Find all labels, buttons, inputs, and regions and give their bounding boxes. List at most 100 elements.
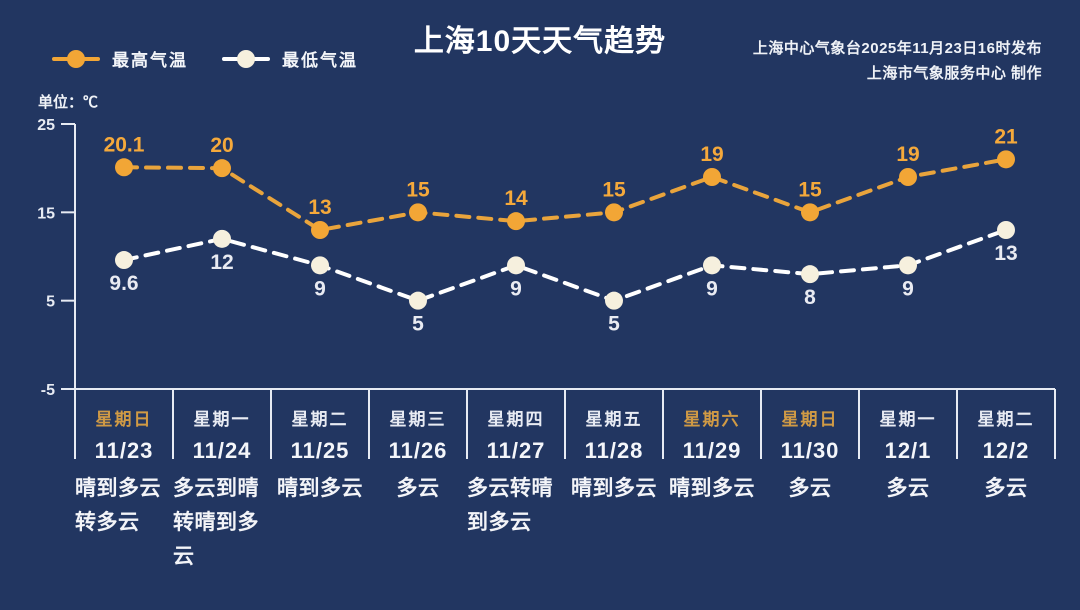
source-line-1: 上海中心气象台2025年11月23日16时发布 (752, 40, 1042, 57)
high-temp-point (801, 203, 819, 222)
low-temp-dot-icon (237, 49, 255, 68)
condition-wrap: 晴到多云转多云 (75, 472, 173, 540)
condition-label: 晴到多云 (277, 477, 363, 500)
high-temp-point (115, 158, 133, 177)
low-temp-point (311, 256, 329, 275)
low-temp-value-label: 12 (210, 251, 233, 274)
high-temp-value-label: 21 (994, 125, 1018, 148)
y-axis-tick-label: 25 (37, 117, 55, 134)
date-label: 11/28 (584, 438, 644, 463)
date-label: 11/24 (192, 438, 252, 463)
low-temp-point (605, 291, 623, 310)
low-temp-line (122, 228, 1008, 303)
chart-legend: 最高气温 最低气温 (52, 46, 358, 71)
condition-wrap: 多云 (859, 472, 957, 506)
weekday-label: 星期日 (95, 410, 153, 429)
condition-label: 多云 (396, 477, 440, 500)
low-temp-value-label: 5 (608, 313, 620, 336)
day-column: 星期一 11/24 多云到晴转晴到多云 (173, 389, 271, 574)
condition-label: 多云转晴到多云 (467, 477, 553, 534)
weekday-label: 星期一 (193, 410, 251, 429)
high-temp-value-label: 15 (406, 178, 430, 201)
date-label: 11/29 (682, 438, 742, 463)
high-temp-legend-marker (52, 49, 100, 69)
condition-label: 多云到晴转晴到多云 (173, 477, 259, 568)
low-temp-value-label: 9 (510, 277, 522, 300)
low-temp-point (899, 256, 917, 275)
weekday-label: 星期三 (389, 410, 447, 429)
low-temp-legend-label: 最低气温 (282, 51, 358, 70)
condition-label: 多云 (984, 477, 1028, 500)
y-axis-tick-label: 15 (37, 205, 55, 222)
high-temp-value-label: 20.1 (104, 133, 145, 156)
day-column: 星期日 11/30 多云 (761, 389, 859, 574)
weekday-label: 星期四 (487, 410, 545, 429)
day-column: 星期四 11/27 多云转晴到多云 (467, 389, 565, 574)
page-title: 上海10天天气趋势 (413, 25, 667, 58)
date-label: 11/26 (388, 438, 448, 463)
low-temp-value-label: 13 (994, 242, 1017, 265)
day-column: 星期三 11/26 多云 (369, 389, 467, 574)
high-temp-point (311, 221, 329, 239)
low-temp-point (213, 229, 231, 248)
date-label: 11/30 (780, 438, 840, 463)
day-column: 星期二 12/2 多云 (957, 389, 1055, 574)
high-temp-value-label: 20 (210, 134, 233, 157)
low-temp-value-label: 9 (314, 277, 326, 300)
date-label: 12/1 (884, 438, 932, 463)
high-temp-dot-icon (67, 49, 85, 68)
low-temp-point (703, 256, 721, 275)
condition-wrap: 多云到晴转晴到多云 (173, 472, 271, 574)
high-temp-value-label: 19 (896, 143, 919, 166)
date-label: 11/25 (290, 438, 350, 463)
date-label: 12/2 (982, 438, 1030, 463)
condition-wrap: 多云 (369, 472, 467, 506)
high-temp-point (605, 203, 623, 222)
day-column: 星期二 11/25 晴到多云 (271, 389, 369, 574)
condition-label: 晴到多云转多云 (75, 477, 161, 534)
high-temp-line (122, 157, 1008, 233)
day-column: 星期一 12/1 多云 (859, 389, 957, 574)
weekday-label: 星期二 (291, 410, 349, 429)
y-axis-tick-label: 5 (46, 294, 55, 311)
high-temp-point (703, 168, 721, 186)
day-column: 星期日 11/23 晴到多云转多云 (75, 389, 173, 574)
high-temp-legend-label: 最高气温 (112, 51, 188, 70)
low-temp-value-label: 8 (804, 286, 816, 309)
low-temp-point (997, 221, 1015, 239)
weekday-label: 星期日 (781, 410, 839, 429)
condition-wrap: 晴到多云 (271, 472, 369, 506)
y-axis-tick-label: -5 (41, 382, 55, 399)
low-temp-legend-marker (222, 49, 270, 69)
low-temp-point (801, 265, 819, 284)
weekday-label: 星期一 (879, 410, 937, 429)
condition-wrap: 多云转晴到多云 (467, 472, 565, 540)
high-temp-point (997, 150, 1015, 169)
high-temp-point (213, 159, 231, 178)
condition-label: 晴到多云 (669, 477, 755, 500)
weekday-label: 星期六 (683, 410, 741, 429)
day-column: 星期六 11/29 晴到多云 (663, 389, 761, 574)
high-temp-point (899, 168, 917, 186)
condition-wrap: 多云 (957, 472, 1055, 506)
date-label: 11/23 (94, 438, 154, 463)
low-temp-point (409, 291, 427, 310)
low-temp-value-label: 5 (412, 313, 424, 336)
date-label: 11/27 (486, 438, 546, 463)
low-temp-point (507, 256, 525, 275)
low-temp-value-label: 9.6 (109, 272, 138, 295)
low-temp-point (115, 251, 133, 270)
weekday-label: 星期二 (977, 410, 1035, 429)
condition-label: 晴到多云 (571, 477, 657, 500)
low-temp-value-label: 9 (706, 277, 718, 300)
high-temp-value-label: 15 (798, 178, 822, 201)
condition-wrap: 多云 (761, 472, 859, 506)
high-temp-value-label: 15 (602, 178, 626, 201)
high-temp-point (507, 212, 525, 231)
legend-item-high-temp: 最高气温 (52, 46, 188, 71)
condition-label: 多云 (886, 477, 930, 500)
condition-label: 多云 (788, 477, 832, 500)
unit-label: 单位：℃ (38, 94, 99, 111)
